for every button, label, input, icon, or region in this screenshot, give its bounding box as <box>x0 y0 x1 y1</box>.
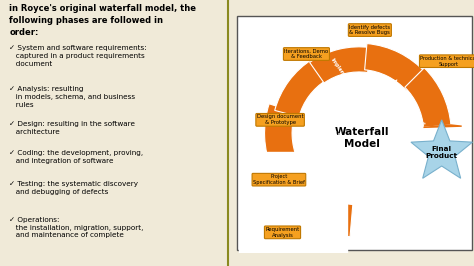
Text: ✓ Analysis: resulting
   in models, schema, and business
   rules: ✓ Analysis: resulting in models, schema,… <box>9 86 136 108</box>
Text: ✓ Operations:
   the installation, migration, support,
   and maintenance of com: ✓ Operations: the installation, migratio… <box>9 217 144 238</box>
Wedge shape <box>405 68 451 127</box>
Text: Design document
& Prototype: Design document & Prototype <box>257 114 303 125</box>
Text: order:: order: <box>9 28 39 37</box>
Text: Requirements
Specification: Requirements Specification <box>325 128 343 164</box>
Polygon shape <box>411 120 473 178</box>
FancyBboxPatch shape <box>237 16 472 250</box>
Text: Iterations, Demo
& Feedback: Iterations, Demo & Feedback <box>284 49 328 59</box>
Text: Operation and
Maintenance: Operation and Maintenance <box>396 92 425 129</box>
Wedge shape <box>261 157 353 237</box>
Text: Testing and
Integration: Testing and Integration <box>365 70 398 90</box>
Text: in Royce's original waterfall model, the: in Royce's original waterfall model, the <box>9 4 196 13</box>
Polygon shape <box>239 152 347 253</box>
Text: ✓ System and software requirements:
   captured in a product requirements
   doc: ✓ System and software requirements: capt… <box>9 45 147 67</box>
Text: Analysis: Analysis <box>343 189 368 194</box>
Polygon shape <box>423 125 462 127</box>
Text: ✓ Design: resulting in the software
   architecture: ✓ Design: resulting in the software arch… <box>9 121 136 135</box>
Text: ✓ Testing: the systematic discovery
   and debugging of defects: ✓ Testing: the systematic discovery and … <box>9 181 138 195</box>
Text: Final
Product: Final Product <box>426 146 458 159</box>
Wedge shape <box>264 104 297 170</box>
Wedge shape <box>365 44 426 90</box>
Circle shape <box>305 79 413 187</box>
Text: Project
Specification & Brief: Project Specification & Brief <box>253 174 305 185</box>
Wedge shape <box>310 47 371 83</box>
Wedge shape <box>275 59 326 117</box>
Text: Implementation: Implementation <box>330 57 360 96</box>
Text: Identify defects
& Resolve Bugs: Identify defects & Resolve Bugs <box>349 25 391 35</box>
Text: Production & technical
Support: Production & technical Support <box>420 56 474 66</box>
Text: Requirement
Analysis: Requirement Analysis <box>265 227 300 238</box>
Text: Waterfall
Model: Waterfall Model <box>334 127 389 149</box>
Text: Design: Design <box>325 101 339 124</box>
Text: ✓ Coding: the development, proving,
   and integration of software: ✓ Coding: the development, proving, and … <box>9 150 144 164</box>
Text: following phases are followed in: following phases are followed in <box>9 16 164 25</box>
